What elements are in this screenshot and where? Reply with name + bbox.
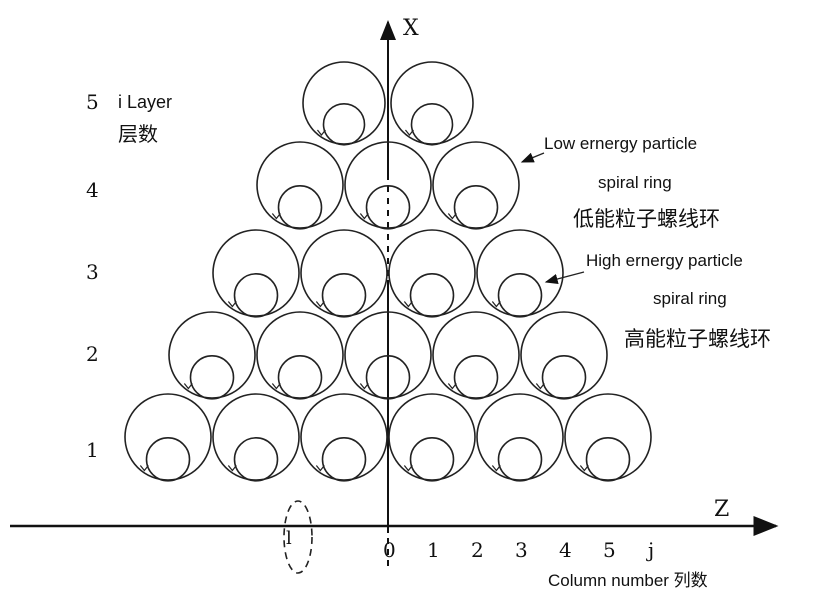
outer-ring-L2-3 (344, 311, 432, 399)
spiral-mark-L4-2 (359, 213, 369, 220)
tick-j: j (648, 538, 655, 562)
outer-ring-L4-2 (344, 141, 432, 229)
outer-ring-L1-2 (212, 393, 300, 481)
left-mark-label: l (286, 528, 292, 549)
inner-ring-L1-6 (585, 437, 631, 482)
outer-ring-L4-3 (432, 141, 520, 229)
inner-ring-L1-3 (321, 437, 367, 482)
inner-ring-L4-2 (365, 185, 411, 230)
spiral-mark-L2-4 (447, 383, 457, 390)
spiral-mark-L1-6 (579, 465, 589, 472)
low-energy-label-line2: spiral ring (598, 173, 672, 192)
spiral-mark-L5-1 (316, 129, 326, 136)
spiral-mark-L1-2 (227, 465, 237, 472)
spiral-mark-L1-4 (403, 465, 413, 472)
inner-ring-L3-1 (233, 273, 279, 318)
outer-ring-L3-3 (388, 229, 476, 317)
tick-3: 3 (515, 538, 528, 562)
outer-ring-L5-1 (302, 61, 386, 145)
inner-ring-L2-2 (277, 355, 323, 400)
inner-ring-L2-4 (453, 355, 499, 400)
dashed-ellipse (283, 500, 313, 574)
outer-ring-L1-4 (388, 393, 476, 481)
inner-ring-L1-1 (145, 437, 191, 482)
spiral-mark-L2-2 (271, 383, 281, 390)
high-energy-arrow (544, 271, 585, 285)
high-energy-label-line1: High ernergy particle (586, 251, 743, 270)
inner-ring-L5-2 (410, 103, 454, 146)
low-energy-label-line1: Low ernergy particle (544, 134, 698, 153)
inner-ring-L3-2 (321, 273, 367, 318)
outer-ring-L2-1 (168, 311, 256, 399)
inner-ring-L2-3 (365, 355, 411, 400)
spiral-mark-L3-4 (491, 301, 501, 308)
outer-ring-L1-1 (124, 393, 212, 481)
layer-cn-label: 层数 (118, 124, 158, 146)
tick-0: 0 (383, 538, 396, 562)
ring-group (124, 61, 652, 482)
spiral-mark-L4-3 (447, 213, 457, 220)
outer-ring-L3-4 (476, 229, 564, 317)
column-number-label: Column number 列数 (548, 571, 708, 590)
inner-ring-L1-4 (409, 437, 455, 482)
layer-2-label: 2 (86, 342, 99, 366)
tick-1: 1 (427, 538, 440, 562)
outer-ring-L1-3 (300, 393, 388, 481)
spiral-mark-L1-5 (491, 465, 501, 472)
inner-ring-L3-3 (409, 273, 455, 318)
tick-2: 2 (471, 538, 484, 562)
layer-3-label: 3 (86, 260, 99, 284)
layer-1-label: 1 (86, 438, 99, 462)
layer-i-label: i Layer (118, 92, 173, 112)
tick-4: 4 (559, 538, 572, 562)
layer-5-label: 5 (86, 90, 99, 114)
outer-ring-L2-5 (520, 311, 608, 399)
spiral-mark-L5-2 (404, 129, 414, 136)
spiral-mark-L1-3 (315, 465, 325, 472)
inner-ring-L2-1 (189, 355, 235, 400)
spiral-mark-L2-1 (183, 383, 193, 390)
spiral-mark-L3-1 (227, 301, 237, 308)
x-axis-label: X (403, 16, 419, 41)
inner-ring-L4-3 (453, 185, 499, 230)
outer-ring-L2-2 (256, 311, 344, 399)
inner-ring-L5-1 (322, 103, 366, 146)
outer-ring-L5-2 (390, 61, 474, 145)
layer-4-label: 4 (86, 178, 99, 202)
inner-ring-L1-2 (233, 437, 279, 482)
inner-ring-L3-4 (497, 273, 543, 318)
spiral-mark-L1-1 (139, 465, 149, 472)
outer-ring-L1-5 (476, 393, 564, 481)
outer-ring-L3-1 (212, 229, 300, 317)
high-energy-cn-label: 高能粒子螺线环 (624, 328, 771, 351)
outer-ring-L2-4 (432, 311, 520, 399)
spiral-mark-L2-5 (535, 383, 545, 390)
spiral-mark-L4-1 (271, 213, 281, 220)
outer-ring-L3-2 (300, 229, 388, 317)
spiral-mark-L3-2 (315, 301, 325, 308)
low-energy-arrow (520, 152, 545, 163)
outer-ring-L4-1 (256, 141, 344, 229)
low-energy-cn-label: 低能粒子螺线环 (573, 208, 720, 231)
inner-ring-L4-1 (277, 185, 323, 230)
tick-5: 5 (603, 538, 616, 562)
outer-ring-L1-6 (564, 393, 652, 481)
spiral-mark-L3-3 (403, 301, 413, 308)
inner-ring-L2-5 (541, 355, 587, 400)
high-energy-label-line2: spiral ring (653, 289, 727, 308)
inner-ring-L1-5 (497, 437, 543, 482)
spiral-mark-L2-3 (359, 383, 369, 390)
z-axis-label: Z (714, 497, 730, 522)
